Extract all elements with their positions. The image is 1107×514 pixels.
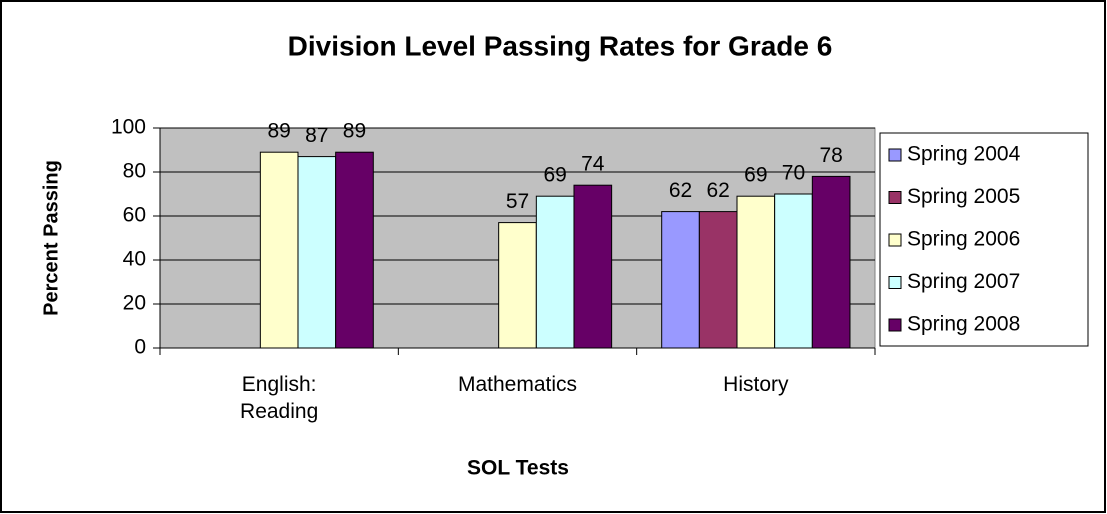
data-label: 70: [782, 162, 805, 185]
bar: [259, 151, 299, 349]
bar: [661, 211, 700, 349]
bar: [698, 211, 738, 349]
data-label: 62: [669, 179, 692, 202]
bar: [736, 195, 776, 349]
bar: [297, 156, 337, 349]
legend-swatch: [888, 276, 902, 289]
data-label: 62: [706, 179, 729, 202]
data-label: 87: [305, 124, 328, 147]
bar: [774, 193, 813, 349]
bar: [573, 184, 613, 349]
data-label: 89: [267, 120, 290, 143]
legend-swatch: [888, 191, 902, 204]
legend-label: Spring 2005: [907, 185, 1020, 208]
data-label: 69: [744, 164, 767, 187]
legend-swatch: [888, 148, 902, 162]
x-tick-label: History: [723, 373, 789, 396]
data-label: 74: [581, 153, 605, 176]
y-tick-label: 0: [134, 336, 146, 359]
legend-label: Spring 2006: [907, 228, 1020, 251]
legend-swatch: [888, 233, 902, 247]
x-axis-title: SOL Tests: [467, 457, 569, 480]
y-tick-label: 80: [123, 160, 146, 183]
data-label: 69: [543, 164, 566, 187]
legend-label: Spring 2004: [907, 143, 1021, 166]
x-tick-label: Mathematics: [457, 373, 578, 396]
legend-box: [879, 132, 1089, 347]
data-label: 57: [506, 190, 529, 213]
y-tick-label: 40: [123, 248, 146, 271]
bar: [535, 195, 575, 349]
chart-title: Division Level Passing Rates for Grade 6: [288, 30, 833, 61]
data-label: 78: [819, 144, 842, 167]
y-tick-label: 100: [111, 116, 146, 139]
y-tick-label: 20: [123, 292, 146, 315]
y-tick-label: 60: [123, 204, 146, 227]
legend-label: Spring 2007: [907, 270, 1020, 293]
legend-label: Spring 2008: [907, 313, 1020, 336]
bar: [498, 222, 537, 349]
data-label: 89: [343, 120, 366, 143]
x-tick-label: English: Reading: [240, 373, 319, 423]
bar: [335, 151, 374, 349]
legend-swatch: [888, 318, 902, 332]
bar: [811, 175, 851, 349]
y-axis-title: Percent Passing: [40, 160, 62, 316]
